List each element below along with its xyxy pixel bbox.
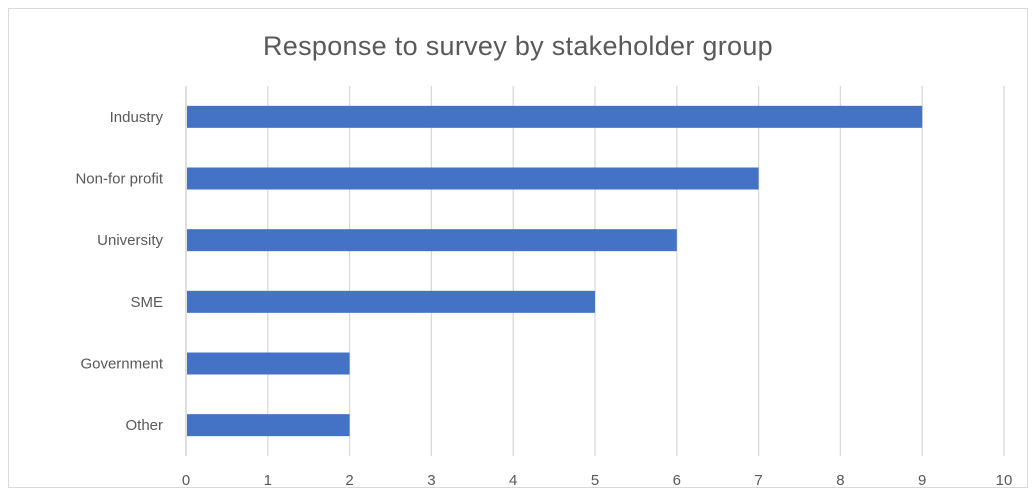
category-label-industry: Industry: [110, 109, 164, 126]
bar-other: [187, 414, 350, 437]
x-tick-label-9: 9: [918, 472, 926, 489]
x-tick-label-0: 0: [182, 472, 190, 489]
grid-layer: [185, 86, 1005, 456]
bar-layer: [187, 105, 923, 437]
category-label-university: University: [97, 232, 163, 249]
chart-title: Response to survey by stakeholder group: [263, 31, 773, 61]
x-tick-label-10: 10: [996, 472, 1013, 489]
x-tick-label-3: 3: [427, 472, 435, 489]
category-label-other: Other: [125, 417, 163, 434]
bar-sme: [187, 290, 595, 313]
x-tick-label-1: 1: [264, 472, 272, 489]
bar-non-for-profit: [187, 167, 759, 190]
x-tick-label-7: 7: [754, 472, 762, 489]
category-label-government: Government: [80, 356, 163, 373]
x-tick-label-4: 4: [509, 472, 517, 489]
bar-government: [187, 352, 350, 375]
category-label-non-for-profit: Non-for profit: [75, 171, 163, 188]
x-tick-label-8: 8: [836, 472, 844, 489]
x-tick-label-6: 6: [673, 472, 681, 489]
bar-industry: [187, 105, 923, 128]
bar-university: [187, 229, 677, 252]
label-layer: 0 1 2 3 4 5 6 7 8 9 10 Industry Non-for profit Univer…: [75, 109, 1012, 489]
category-label-sme: SME: [130, 294, 163, 311]
x-tick-label-2: 2: [345, 472, 353, 489]
x-tick-label-5: 5: [591, 472, 599, 489]
